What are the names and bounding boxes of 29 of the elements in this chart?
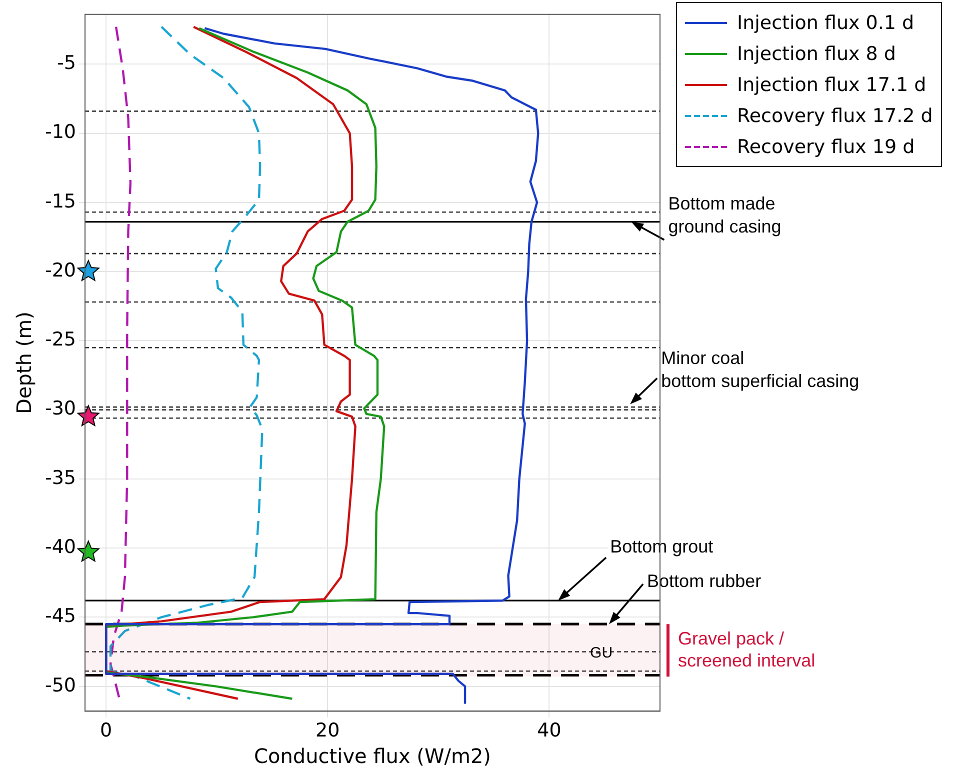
annotation: GU: [590, 644, 613, 662]
legend-label: Recovery flux 17.2 d: [737, 104, 933, 126]
line-series: [109, 26, 264, 700]
x-tick-label: 20: [316, 720, 340, 742]
y-axis-title: Depth (m): [12, 312, 36, 414]
x-tick-label: 40: [537, 720, 562, 742]
y-tick-label: -5: [57, 52, 76, 74]
point: [77, 260, 100, 281]
y-tick-label: -50: [44, 674, 76, 696]
y-tick-label: -15: [44, 190, 76, 212]
legend-label: Injection flux 17.1 d: [737, 74, 926, 96]
annotation: Minor coal bottom superficial casing: [661, 348, 860, 392]
point: [77, 540, 100, 562]
band-label: Gravel pack / screened interval: [678, 628, 816, 670]
annotation: Bottom made ground casing: [668, 194, 782, 237]
y-tick-label: -25: [44, 328, 76, 351]
y-tick-label: -20: [44, 259, 76, 282]
y-tick-label: -40: [44, 536, 76, 558]
y-tick-label: -30: [44, 398, 76, 420]
legend-label: Recovery flux 19 d: [737, 136, 915, 158]
y-tick-label: -45: [44, 605, 76, 628]
x-tick-label: 0: [100, 720, 112, 742]
y-tick-label: -10: [44, 121, 76, 144]
y-tick-label: -35: [44, 466, 76, 489]
legend-label: Injection flux 0.1 d: [737, 12, 914, 34]
line-series: [109, 26, 132, 700]
legend-label: Injection flux 8 d: [737, 42, 896, 64]
x-axis-title: Conductive flux (W/m2): [254, 744, 491, 768]
point: [77, 405, 100, 426]
